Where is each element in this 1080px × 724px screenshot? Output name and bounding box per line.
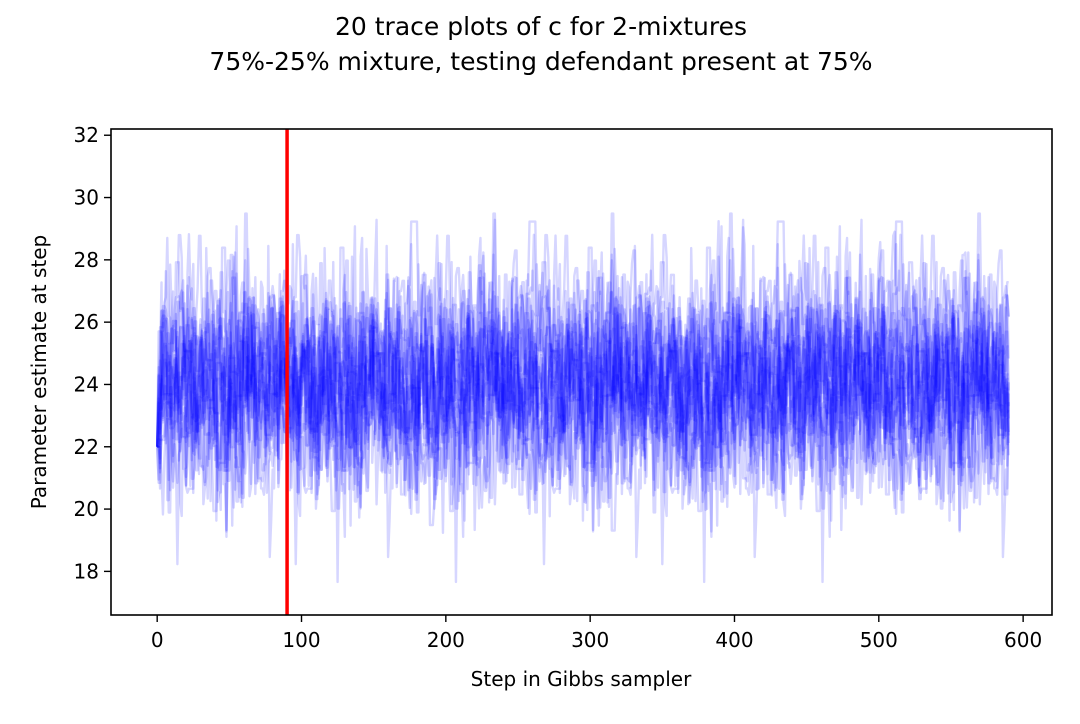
x-tick-label: 0 <box>151 628 164 652</box>
plot-frame <box>110 128 1053 616</box>
x-tick-label: 100 <box>282 628 320 652</box>
y-tick-label: 18 <box>74 559 99 583</box>
trace-line-4 <box>157 233 1009 584</box>
trace-line-18 <box>155 220 1010 566</box>
y-tick-label: 26 <box>74 310 99 334</box>
trace-line-1 <box>157 219 1010 535</box>
trace-line-9 <box>157 220 1010 566</box>
x-tick-label: 300 <box>571 628 609 652</box>
trace-line-2 <box>157 212 1010 559</box>
trace-lines <box>155 212 1010 584</box>
trace-line-8 <box>157 225 1010 584</box>
y-tick-label: 24 <box>74 372 99 396</box>
trace-line-14 <box>155 220 1010 566</box>
y-tick-label: 22 <box>74 435 99 459</box>
x-axis-label: Step in Gibbs sampler <box>471 667 692 691</box>
y-axis: 18 20 22 24 26 28 30 32 <box>74 123 111 583</box>
trace-line-11 <box>155 212 1010 559</box>
trace-line-10 <box>155 218 1009 522</box>
chart-title: 20 trace plots of c for 2-mixtures <box>335 12 747 41</box>
trace-line-7 <box>156 212 1009 532</box>
x-tick-label: 200 <box>427 628 465 652</box>
x-tick-label: 600 <box>1004 628 1042 652</box>
trace-line-15 <box>155 212 1009 559</box>
y-tick-label: 28 <box>74 248 99 272</box>
trace-line-19 <box>157 218 1010 559</box>
trace-line-3 <box>155 225 1009 532</box>
y-axis-label: Parameter estimate at step <box>27 235 51 510</box>
trace-line-5 <box>157 220 1010 566</box>
trace-line-6 <box>155 218 1010 559</box>
x-axis: 0 100 200 300 400 500 600 <box>151 615 1042 652</box>
y-tick-label: 20 <box>74 497 99 521</box>
y-tick-label: 30 <box>74 186 99 210</box>
chart-subtitle: 75%-25% mixture, testing defendant prese… <box>209 47 872 76</box>
trace-line-20 <box>155 212 1010 539</box>
y-tick-label: 32 <box>74 123 99 147</box>
trace-line-12 <box>155 225 1010 516</box>
trace-line-17 <box>155 225 1009 584</box>
x-tick-label: 400 <box>715 628 753 652</box>
trace-line-16 <box>155 233 1010 532</box>
trace-line-13 <box>155 233 1010 584</box>
x-tick-label: 500 <box>860 628 898 652</box>
